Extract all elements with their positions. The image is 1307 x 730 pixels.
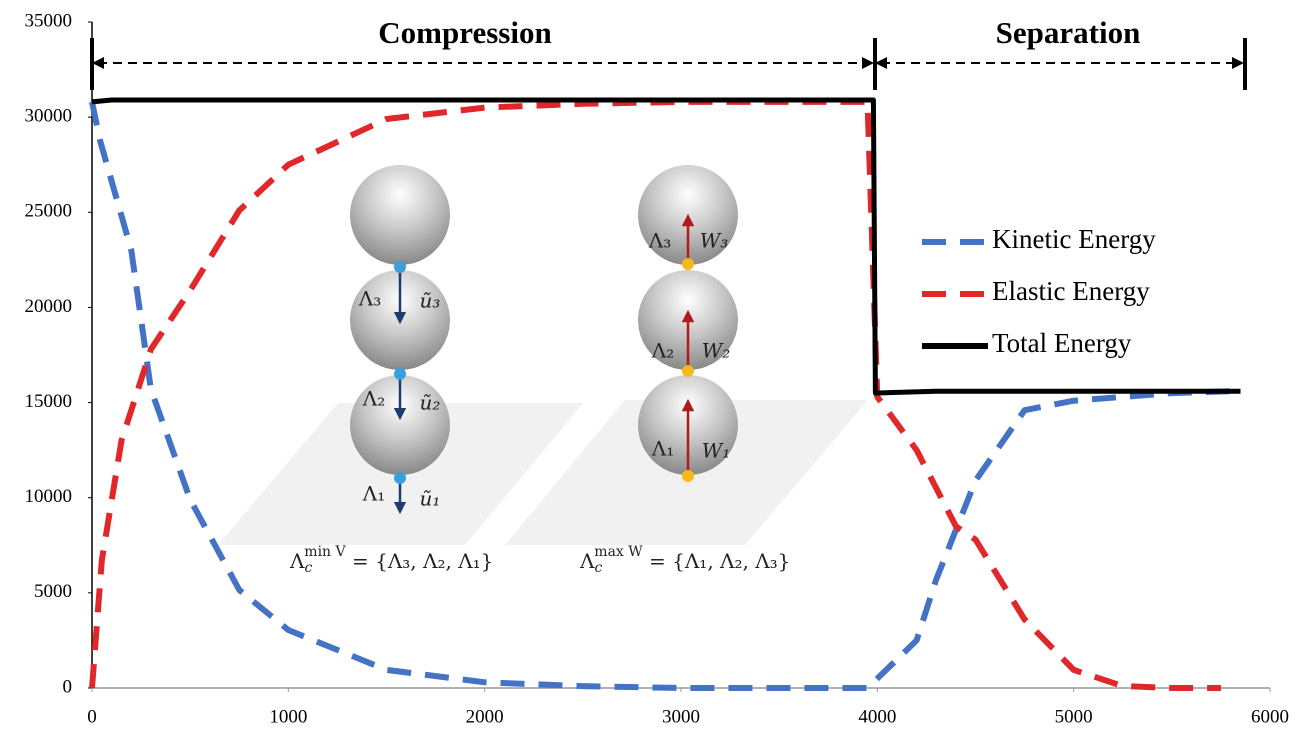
phase-label: Separation bbox=[996, 15, 1141, 50]
set-rest: = {Λ₃, Λ₂, Λ₁} bbox=[346, 549, 494, 573]
set-sup: max W bbox=[594, 544, 643, 560]
set-sub: c bbox=[304, 560, 312, 576]
inset-label: W₁ bbox=[702, 439, 731, 463]
legend-label: Kinetic Energy bbox=[992, 224, 1156, 254]
x-tick-label: 1000 bbox=[269, 706, 307, 727]
inset-label: Λ₃ bbox=[648, 229, 671, 253]
inset-label: Λ₁ bbox=[362, 482, 385, 506]
y-tick-label: 5000 bbox=[34, 581, 72, 602]
y-tick-label: 10000 bbox=[25, 486, 73, 507]
chart: Compression Separation 05000100001500020… bbox=[0, 0, 1307, 730]
inset-label: W₂ bbox=[702, 339, 731, 363]
x-tick-label: 0 bbox=[87, 706, 97, 727]
set-sup: min V bbox=[304, 544, 346, 560]
inset-label: ũ₁ bbox=[420, 487, 441, 511]
inset-label: Λ₃ bbox=[358, 287, 381, 311]
x-tick-label: 4000 bbox=[858, 706, 896, 727]
x-tick-label: 5000 bbox=[1055, 706, 1093, 727]
x-tick-label: 2000 bbox=[466, 706, 504, 727]
inset-label: W₃ bbox=[700, 229, 729, 253]
x-tick-label: 6000 bbox=[1251, 706, 1289, 727]
y-tick-label: 30000 bbox=[25, 106, 73, 127]
set-symbol: Λ bbox=[289, 549, 305, 573]
phase-label: Compression bbox=[378, 15, 551, 50]
inset-label: Λ₂ bbox=[362, 387, 385, 411]
y-tick-label: 35000 bbox=[25, 10, 73, 31]
y-tick-label: 25000 bbox=[25, 201, 73, 222]
legend-label: Total Energy bbox=[992, 328, 1132, 358]
set-symbol: Λ bbox=[579, 549, 595, 573]
inset-set: Λcmax W = {Λ₁, Λ₂, Λ₃} bbox=[579, 544, 790, 576]
y-tick-label: 20000 bbox=[25, 296, 73, 317]
inset bbox=[218, 165, 868, 545]
y-tick-label: 0 bbox=[63, 676, 73, 697]
set-sub: c bbox=[594, 560, 602, 576]
legend-label: Elastic Energy bbox=[992, 276, 1150, 306]
inset-label: ũ₃ bbox=[420, 289, 441, 313]
inset-set: Λcmin V = {Λ₃, Λ₂, Λ₁} bbox=[289, 544, 493, 576]
inset-label: Λ₁ bbox=[651, 437, 674, 461]
y-tick-label: 15000 bbox=[25, 391, 73, 412]
inset-label: ũ₂ bbox=[420, 391, 441, 415]
set-rest: = {Λ₁, Λ₂, Λ₃} bbox=[643, 549, 791, 573]
x-tick-label: 3000 bbox=[662, 706, 700, 727]
inset-label: Λ₂ bbox=[651, 339, 674, 363]
sphere bbox=[350, 165, 450, 265]
page: {"chart_data": { "type": "line", "xlim":… bbox=[0, 0, 1307, 730]
